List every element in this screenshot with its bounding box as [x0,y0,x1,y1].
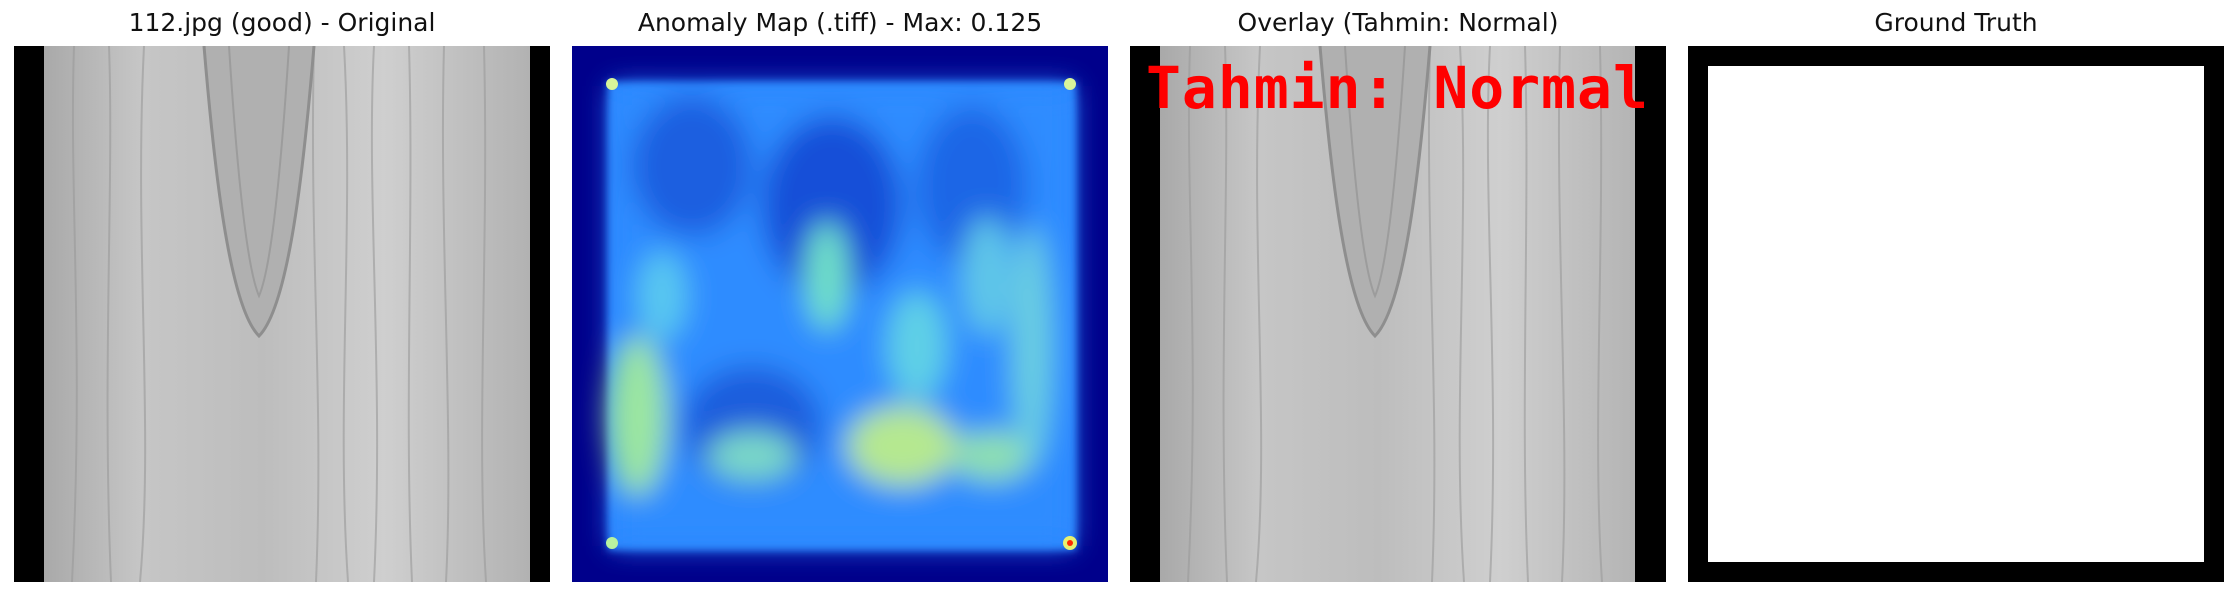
original-image [14,46,550,582]
ground-truth-mask [1688,46,2224,582]
ground-truth-image [1688,46,2224,582]
panel-original: 112.jpg (good) - Original [14,0,550,595]
overlay-image: Tahmin: Normal (0. [1130,46,1666,582]
panel-ground-truth: Ground Truth [1688,0,2224,595]
wood-texture-overlay [1130,46,1666,582]
panel-title-original: 112.jpg (good) - Original [128,8,436,37]
overlay-prediction-text: Tahmin: Normal (0. [1146,54,1666,122]
panel-title-overlay: Overlay (Tahmin: Normal) [1237,8,1559,37]
panel-anomaly-map: Anomaly Map (.tiff) - Max: 0.125 [572,0,1108,595]
panel-overlay: Overlay (Tahmin: Normal) [1130,0,1666,595]
panel-title-ground-truth: Ground Truth [1874,8,2038,37]
anomaly-map-image [572,46,1108,582]
wood-texture-original [14,46,550,582]
anomaly-heatmap [572,46,1108,582]
panel-title-anomaly-map: Anomaly Map (.tiff) - Max: 0.125 [637,8,1043,37]
